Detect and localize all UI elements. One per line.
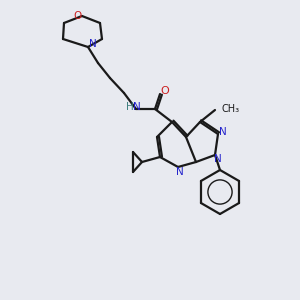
Text: H: H [126, 102, 134, 112]
Text: N: N [133, 102, 141, 112]
Text: CH₃: CH₃ [222, 104, 240, 114]
Text: O: O [73, 11, 81, 21]
Text: N: N [214, 154, 222, 164]
Text: N: N [89, 39, 97, 49]
Text: N: N [219, 127, 227, 137]
Text: N: N [176, 167, 184, 177]
Text: O: O [160, 86, 169, 96]
